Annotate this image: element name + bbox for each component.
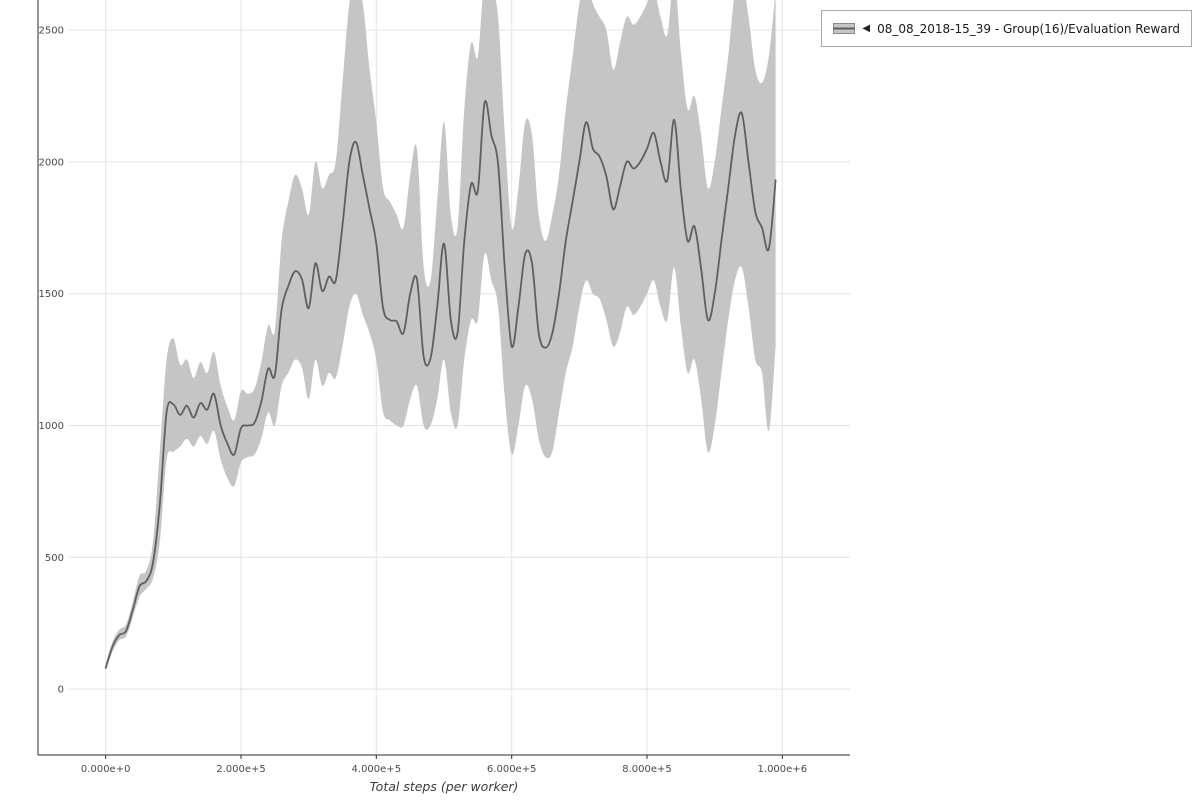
y-tick-label: 1000	[39, 421, 64, 432]
legend-label: 08_08_2018-15_39 - Group(16)/Evaluation …	[877, 21, 1180, 36]
confidence-band	[105, 0, 776, 671]
x-axis-title: Total steps (per worker)	[369, 779, 519, 794]
legend-swatch	[833, 23, 856, 34]
legend-collapse-icon[interactable]: ◀	[862, 22, 871, 34]
x-tick-label: 4.000e+5	[352, 764, 402, 775]
x-tick-label: 6.000e+5	[487, 764, 537, 775]
mean-line	[104, 99, 777, 669]
y-tick-label: 1500	[39, 289, 64, 300]
y-tick-label: 0	[58, 685, 64, 696]
x-tick-label: 1.000e+6	[758, 764, 808, 775]
y-tick-label: 2000	[39, 157, 64, 168]
legend[interactable]: ◀ 08_08_2018-15_39 - Group(16)/Evaluatio…	[821, 10, 1192, 47]
y-tick-label: 500	[45, 553, 64, 564]
x-tick-label: 0.000e+0	[81, 764, 131, 775]
x-tick-label: 8.000e+5	[622, 764, 672, 775]
y-tick-label: 2500	[39, 26, 64, 37]
x-tick-label: 2.000e+5	[216, 764, 266, 775]
